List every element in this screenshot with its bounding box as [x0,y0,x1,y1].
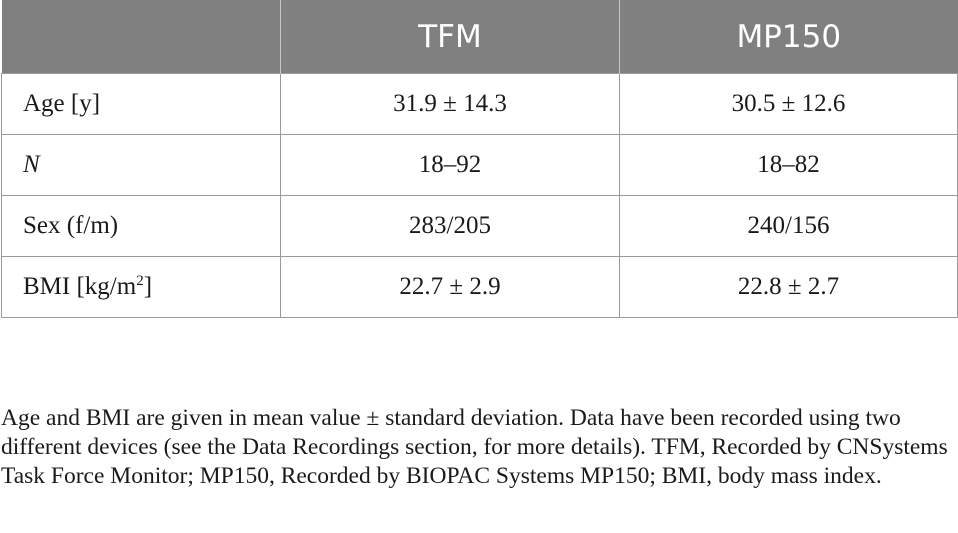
cell-tfm: 18–92 [280,134,620,196]
row-label: BMI [kg/m2] [1,256,281,318]
row-label: Age [y] [1,73,281,135]
table-row-n: N 18–92 18–82 [1,134,958,196]
cell-tfm: 22.7 ± 2.9 [280,256,620,318]
demographics-table: TFM MP150 Age [y] 31.9 ± 14.3 30.5 ± 12.… [1,0,958,318]
table-footnote: Age and BMI are given in mean value ± st… [1,404,948,489]
row-label-text: BMI [kg/m [23,273,137,300]
row-label: Sex (f/m) [1,195,281,257]
header-mp150: MP150 [619,0,958,74]
cell-tfm: 283/205 [280,195,620,257]
cell-mp150: 18–82 [619,134,958,196]
cell-tfm: 31.9 ± 14.3 [280,73,620,135]
table-header-row: TFM MP150 [1,0,958,74]
row-label-suffix: ] [143,273,153,300]
header-empty-cell [1,0,281,74]
table-row-age: Age [y] 31.9 ± 14.3 30.5 ± 12.6 [1,73,958,135]
cell-mp150: 30.5 ± 12.6 [619,73,958,135]
cell-mp150: 22.8 ± 2.7 [619,256,958,318]
row-label: N [1,134,281,196]
row-label-superscript: 2 [136,273,144,289]
table-row-bmi: BMI [kg/m2] 22.7 ± 2.9 22.8 ± 2.7 [1,256,958,318]
cell-mp150: 240/156 [619,195,958,257]
header-tfm: TFM [280,0,620,74]
table-row-sex: Sex (f/m) 283/205 240/156 [1,195,958,257]
